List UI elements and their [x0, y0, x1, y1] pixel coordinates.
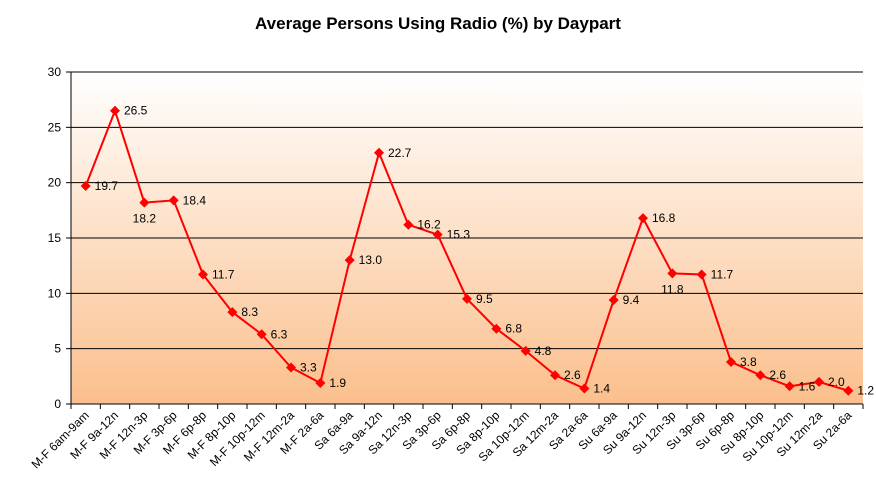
y-tick-label: 20	[48, 176, 62, 190]
data-markers	[80, 105, 854, 396]
data-label: 15.3	[447, 228, 471, 242]
data-point	[814, 376, 824, 387]
data-label: 8.3	[241, 305, 258, 319]
data-label: 2.0	[828, 375, 845, 389]
data-point	[755, 370, 766, 381]
data-label: 2.6	[564, 368, 581, 382]
data-label: 1.2	[857, 384, 874, 398]
chart-title: Average Persons Using Radio (%) by Daypa…	[255, 14, 621, 33]
data-label: 1.9	[329, 376, 346, 390]
data-point	[784, 381, 795, 392]
data-label: 13.0	[359, 253, 383, 267]
data-label: 18.2	[133, 212, 157, 226]
data-label: 22.7	[388, 146, 412, 160]
data-label: 3.3	[300, 360, 317, 374]
data-point	[256, 329, 267, 340]
data-point	[608, 294, 619, 305]
y-tick-label: 10	[48, 286, 62, 300]
data-label: 6.3	[271, 327, 288, 341]
y-tick-label: 0	[54, 397, 61, 411]
y-tick-label: 30	[48, 65, 62, 79]
data-point	[139, 197, 150, 208]
data-label: 26.5	[124, 104, 148, 118]
gridlines	[71, 71, 863, 350]
y-tick-labels: 0 5 10 15 20 25 30	[48, 65, 62, 411]
data-point	[696, 269, 707, 280]
data-point	[374, 147, 384, 158]
data-point	[432, 229, 443, 240]
data-point	[843, 385, 854, 396]
data-label: 9.4	[623, 293, 640, 307]
data-labels: 19.7 26.5 18.2 18.4 11.7 8.3 6.3 3.3 1.9 13.0 22.7…	[95, 104, 875, 398]
data-point	[168, 195, 179, 206]
data-label: 1.4	[593, 382, 610, 396]
data-label: 1.6	[799, 379, 816, 393]
y-tick-label: 15	[48, 231, 62, 245]
data-point	[491, 323, 502, 334]
data-point	[403, 219, 414, 230]
data-point	[579, 383, 590, 394]
data-point	[286, 362, 296, 373]
data-label: 9.5	[476, 292, 493, 306]
data-label: 11.7	[212, 268, 235, 282]
data-label: 11.7	[711, 268, 734, 282]
data-point	[198, 269, 208, 280]
data-point	[520, 345, 531, 356]
data-point	[80, 180, 91, 191]
data-point	[667, 268, 678, 279]
data-label: 11.8	[661, 282, 684, 296]
data-label: 4.8	[535, 344, 552, 358]
data-point	[462, 293, 472, 304]
data-point	[315, 377, 326, 388]
data-point	[227, 307, 238, 318]
data-label: 16.2	[417, 218, 441, 232]
data-label: 2.6	[769, 368, 786, 382]
data-point	[344, 255, 355, 266]
axes	[66, 71, 864, 409]
data-label: 3.8	[740, 355, 757, 369]
data-label: 19.7	[95, 179, 119, 193]
data-label: 16.8	[652, 211, 676, 225]
data-point	[638, 213, 648, 224]
data-point	[550, 370, 560, 381]
data-label: 6.8	[505, 322, 522, 336]
data-label: 18.4	[183, 193, 207, 207]
y-tick-label: 5	[54, 342, 61, 356]
y-tick-label: 25	[48, 120, 62, 134]
data-point	[726, 356, 736, 367]
data-point	[110, 105, 120, 116]
